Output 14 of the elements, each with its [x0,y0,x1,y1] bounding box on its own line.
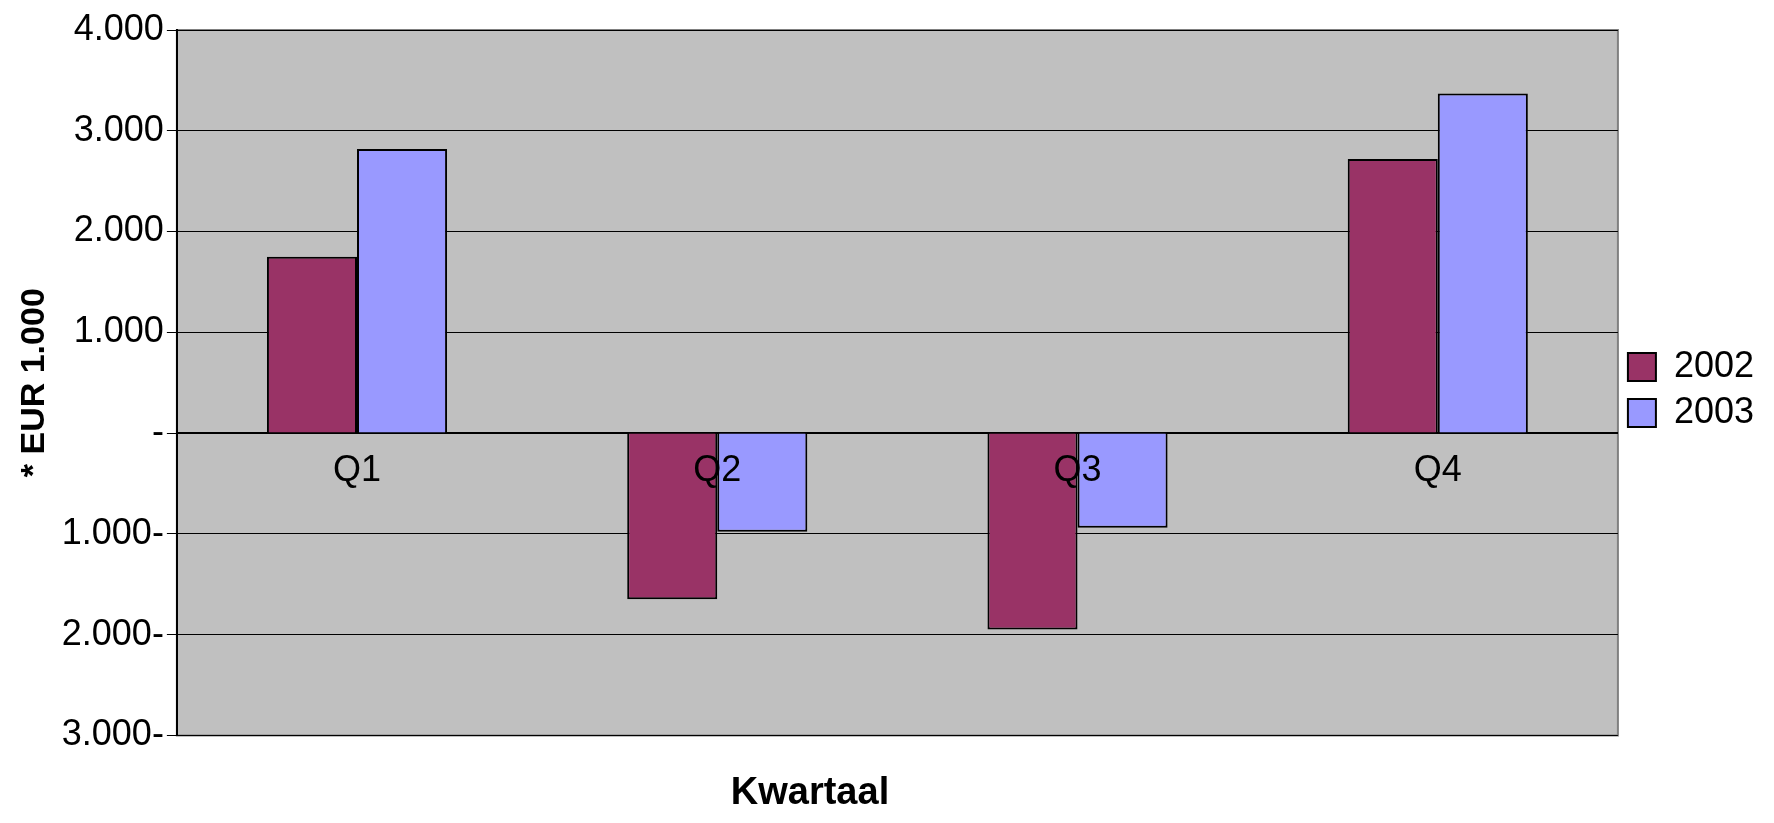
legend-label: 2002 [1673,343,1755,385]
x-tick-label: Q4 [1413,448,1462,490]
y-tick-label: 1.000- [61,510,164,552]
legend-label: 2003 [1673,389,1755,431]
x-tick-label: Q1 [332,448,382,490]
y-tick-label: 4.000 [73,6,164,48]
y-tick-label: 3.000 [73,107,164,149]
y-axis-title: * EUR 1.000 [12,288,51,478]
y-tick-label: 2.000- [61,611,164,653]
y-tick-label: 2.000 [73,208,164,250]
y-tick-label: 1.000 [73,309,164,351]
x-axis-title: Kwartaal [729,770,891,813]
y-tick-label: - [151,410,164,452]
y-tick-label: 3.000- [61,712,164,754]
